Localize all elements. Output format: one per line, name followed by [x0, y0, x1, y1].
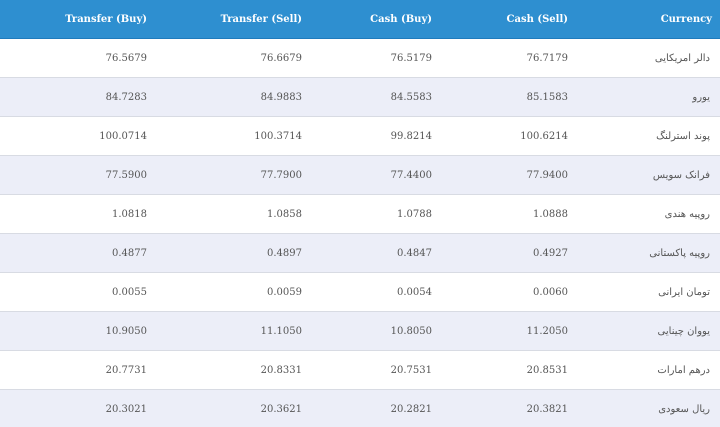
header-cash-buy: Cash (Buy) [310, 0, 440, 39]
cell-transfer-sell: 84.9883 [155, 77, 310, 117]
header-currency: Currency [576, 0, 720, 39]
cell-transfer-sell: 1.0858 [155, 194, 310, 234]
cell-cash-buy: 20.7531 [310, 350, 440, 390]
cell-currency-name: یورو [576, 77, 720, 117]
cell-cash-sell: 1.0888 [440, 194, 576, 234]
table-row: 10.9050 11.1050 10.8050 11.2050 یووان چینایی [0, 311, 720, 351]
table-row: 77.5900 77.7900 77.4400 77.9400 فرانک سویس [0, 155, 720, 195]
currency-name-label: فرانک سویس [652, 169, 710, 181]
header-cash-sell: Cash (Sell) [440, 0, 576, 39]
cell-cash-sell: 0.0060 [440, 272, 576, 312]
cell-transfer-buy: 10.9050 [0, 311, 155, 351]
cell-transfer-buy: 20.7731 [0, 350, 155, 390]
currency-name-label: روپیه پاکستانی [649, 247, 710, 259]
cell-currency-name: روپیه پاکستانی [576, 233, 720, 273]
cell-transfer-sell: 20.8331 [155, 350, 310, 390]
cell-cash-sell: 77.9400 [440, 155, 576, 195]
cell-transfer-sell: 100.3714 [155, 116, 310, 156]
cell-cash-buy: 20.2821 [310, 389, 440, 427]
cell-cash-sell: 100.6214 [440, 116, 576, 156]
currency-name-label: دالر امریکایی [654, 52, 710, 64]
cell-cash-buy: 0.0054 [310, 272, 440, 312]
cell-transfer-buy: 100.0714 [0, 116, 155, 156]
currency-name-label: تومان ایرانی [658, 286, 710, 298]
cell-currency-name: تومان ایرانی [576, 272, 720, 312]
cell-transfer-buy: 1.0818 [0, 194, 155, 234]
cell-cash-sell: 76.7179 [440, 38, 576, 78]
cell-cash-sell: 20.3821 [440, 389, 576, 427]
table-row: 84.7283 84.9883 84.5583 85.1583 یورو [0, 77, 720, 117]
table-row: 20.7731 20.8331 20.7531 20.8531 درهم امارات [0, 350, 720, 390]
table-row: 1.0818 1.0858 1.0788 1.0888 روپیه هندی [0, 194, 720, 234]
header-row: Transfer (Buy) Transfer (Sell) Cash (Buy… [0, 0, 720, 39]
cell-cash-sell: 0.4927 [440, 233, 576, 273]
cell-currency-name: ریال سعودی [576, 389, 720, 427]
table-row: 100.0714 100.3714 99.8214 100.6214 پوند استر… [0, 116, 720, 156]
cell-transfer-buy: 0.4877 [0, 233, 155, 273]
header-transfer-sell: Transfer (Sell) [155, 0, 310, 39]
cell-cash-sell: 11.2050 [440, 311, 576, 351]
table-row: 0.0055 0.0059 0.0054 0.0060 تومان ایرانی [0, 272, 720, 312]
cell-transfer-sell: 20.3621 [155, 389, 310, 427]
cell-transfer-sell: 0.0059 [155, 272, 310, 312]
cell-cash-buy: 99.8214 [310, 116, 440, 156]
cell-transfer-sell: 76.6679 [155, 38, 310, 78]
table-row: 0.4877 0.4897 0.4847 0.4927 روپیه پاکستانی [0, 233, 720, 273]
currency-name-label: ریال سعودی [658, 403, 710, 415]
cell-cash-buy: 77.4400 [310, 155, 440, 195]
currency-name-label: درهم امارات [657, 364, 710, 376]
cell-transfer-buy: 77.5900 [0, 155, 155, 195]
cell-cash-buy: 0.4847 [310, 233, 440, 273]
cell-currency-name: درهم امارات [576, 350, 720, 390]
cell-transfer-sell: 11.1050 [155, 311, 310, 351]
currency-name-label: یورو [692, 91, 710, 103]
cell-transfer-sell: 0.4897 [155, 233, 310, 273]
cell-cash-sell: 20.8531 [440, 350, 576, 390]
cell-cash-sell: 85.1583 [440, 77, 576, 117]
cell-transfer-buy: 76.5679 [0, 38, 155, 78]
cell-transfer-buy: 84.7283 [0, 77, 155, 117]
header-transfer-buy: Transfer (Buy) [0, 0, 155, 39]
cell-cash-buy: 76.5179 [310, 38, 440, 78]
currency-name-label: یووان چینایی [657, 325, 710, 337]
cell-cash-buy: 1.0788 [310, 194, 440, 234]
table-row: 20.3021 20.3621 20.2821 20.3821 ریال سعودی [0, 389, 720, 427]
currency-name-label: روپیه هندی [664, 208, 710, 220]
cell-transfer-buy: 0.0055 [0, 272, 155, 312]
cell-cash-buy: 84.5583 [310, 77, 440, 117]
table-row: 76.5679 76.6679 76.5179 76.7179 دالر امریکای… [0, 38, 720, 78]
cell-currency-name: فرانک سویس [576, 155, 720, 195]
cell-transfer-buy: 20.3021 [0, 389, 155, 427]
cell-currency-name: پوند استرلنگ [576, 116, 720, 156]
table-body: 76.5679 76.6679 76.5179 76.7179 دالر امریکای… [0, 38, 720, 427]
currency-name-label: پوند استرلنگ [656, 130, 710, 142]
cell-cash-buy: 10.8050 [310, 311, 440, 351]
cell-currency-name: روپیه هندی [576, 194, 720, 234]
cell-currency-name: دالر امریکایی [576, 38, 720, 78]
cell-transfer-sell: 77.7900 [155, 155, 310, 195]
table-header: Transfer (Buy) Transfer (Sell) Cash (Buy… [0, 0, 720, 39]
cell-currency-name: یووان چینایی [576, 311, 720, 351]
